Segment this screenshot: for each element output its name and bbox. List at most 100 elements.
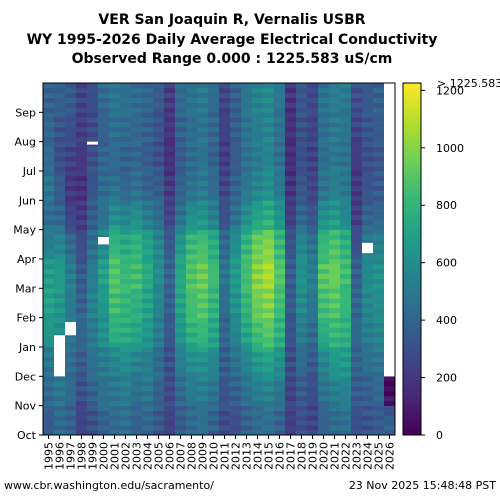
heatmap-cell: [318, 405, 330, 411]
heatmap-cell: [340, 122, 352, 128]
heatmap-cell: [197, 410, 209, 416]
heatmap-cell: [197, 351, 209, 358]
x-tick-label: 2007: [175, 442, 188, 470]
heatmap-cell: [208, 430, 220, 436]
heatmap-cell: [54, 317, 66, 323]
heatmap-cell: [54, 156, 66, 162]
heatmap-cell: [329, 136, 341, 142]
heatmap-cell: [142, 205, 154, 211]
heatmap-cell: [285, 263, 297, 270]
heatmap-cell: [142, 307, 154, 314]
heatmap-cell: [274, 351, 286, 358]
heatmap-cell: [241, 400, 253, 406]
heatmap-cell: [142, 210, 154, 216]
heatmap-cell: [373, 351, 385, 358]
heatmap-cell: [120, 259, 132, 265]
heatmap-cell: [384, 410, 396, 416]
heatmap-cell: [43, 283, 55, 289]
x-tick-label: 2002: [120, 442, 133, 470]
heatmap-cell: [208, 175, 220, 182]
heatmap-cell: [208, 415, 220, 421]
x-tick-label: 2025: [373, 442, 386, 470]
heatmap-cell: [252, 400, 264, 406]
heatmap-cell: [164, 351, 176, 358]
heatmap-cell: [318, 180, 330, 186]
heatmap-cell: [186, 146, 198, 152]
heatmap-cell: [362, 229, 374, 235]
x-tick-label: 2005: [153, 442, 166, 470]
heatmap-cell: [98, 337, 110, 343]
heatmap-cell: [307, 190, 319, 196]
heatmap-cell: [175, 234, 187, 240]
heatmap-cell: [296, 420, 308, 426]
heatmap-cell: [318, 288, 330, 294]
x-tick-label: 2019: [307, 442, 320, 470]
heatmap-cell: [274, 288, 286, 294]
heatmap-cell: [120, 332, 132, 338]
heatmap-cell: [76, 92, 88, 98]
heatmap-cell: [197, 263, 209, 270]
heatmap-cell: [76, 259, 88, 265]
heatmap-cell: [230, 107, 242, 113]
heatmap-cell: [153, 288, 165, 294]
heatmap-cell: [263, 112, 275, 118]
heatmap-cell: [351, 391, 363, 397]
heatmap-cell: [230, 239, 242, 245]
heatmap-cell: [186, 141, 198, 147]
heatmap-cell: [87, 400, 99, 406]
heatmap-cell: [318, 161, 330, 167]
heatmap-cell: [296, 347, 308, 353]
heatmap-cell: [329, 307, 341, 314]
heatmap-cell: [164, 371, 176, 377]
heatmap-cell: [120, 386, 132, 392]
heatmap-cell: [208, 386, 220, 392]
heatmap-cell: [153, 410, 165, 416]
heatmap-cell: [142, 190, 154, 196]
heatmap-cell: [65, 254, 77, 260]
heatmap-cell: [98, 366, 110, 372]
heatmap-cell: [65, 351, 77, 358]
heatmap-cell: [241, 92, 253, 98]
heatmap-cell: [175, 405, 187, 411]
heatmap-cell: [164, 376, 176, 382]
heatmap-cell: [318, 356, 330, 362]
x-tick-label: 1998: [76, 442, 89, 470]
heatmap-cell: [98, 97, 110, 103]
heatmap-cell: [296, 400, 308, 406]
heatmap-cell: [208, 303, 220, 309]
heatmap-cell: [285, 122, 297, 128]
heatmap-cell: [274, 263, 286, 270]
x-tick-label: 1999: [87, 442, 100, 470]
heatmap-cell: [296, 185, 308, 191]
heatmap-cell: [87, 327, 99, 333]
heatmap-cell: [285, 151, 297, 157]
heatmap-cell: [285, 298, 297, 304]
heatmap-cell: [263, 347, 275, 353]
heatmap-cell: [208, 239, 220, 245]
heatmap-cell: [208, 317, 220, 323]
heatmap-cell: [351, 136, 363, 142]
heatmap-cell: [329, 175, 341, 182]
heatmap-cell: [219, 288, 231, 294]
heatmap-cell: [65, 234, 77, 240]
heatmap-cell: [219, 117, 231, 123]
heatmap-cell: [329, 156, 341, 162]
heatmap-cell: [120, 224, 132, 230]
heatmap-cell: [241, 195, 253, 201]
heatmap-cell: [351, 97, 363, 103]
heatmap-cell: [109, 317, 121, 323]
heatmap-cell: [109, 185, 121, 191]
heatmap-cell: [252, 312, 264, 318]
heatmap-cell: [54, 244, 66, 250]
heatmap-cell: [263, 381, 275, 387]
heatmap-cell: [131, 307, 143, 314]
heatmap-cell: [373, 312, 385, 318]
heatmap-cell: [318, 244, 330, 250]
heatmap-cell: [142, 317, 154, 323]
heatmap-cell: [241, 151, 253, 157]
heatmap-cell: [285, 337, 297, 343]
heatmap-cell: [76, 405, 88, 411]
heatmap-cell: [285, 293, 297, 299]
heatmap-cell: [175, 180, 187, 186]
heatmap-cell: [153, 415, 165, 421]
